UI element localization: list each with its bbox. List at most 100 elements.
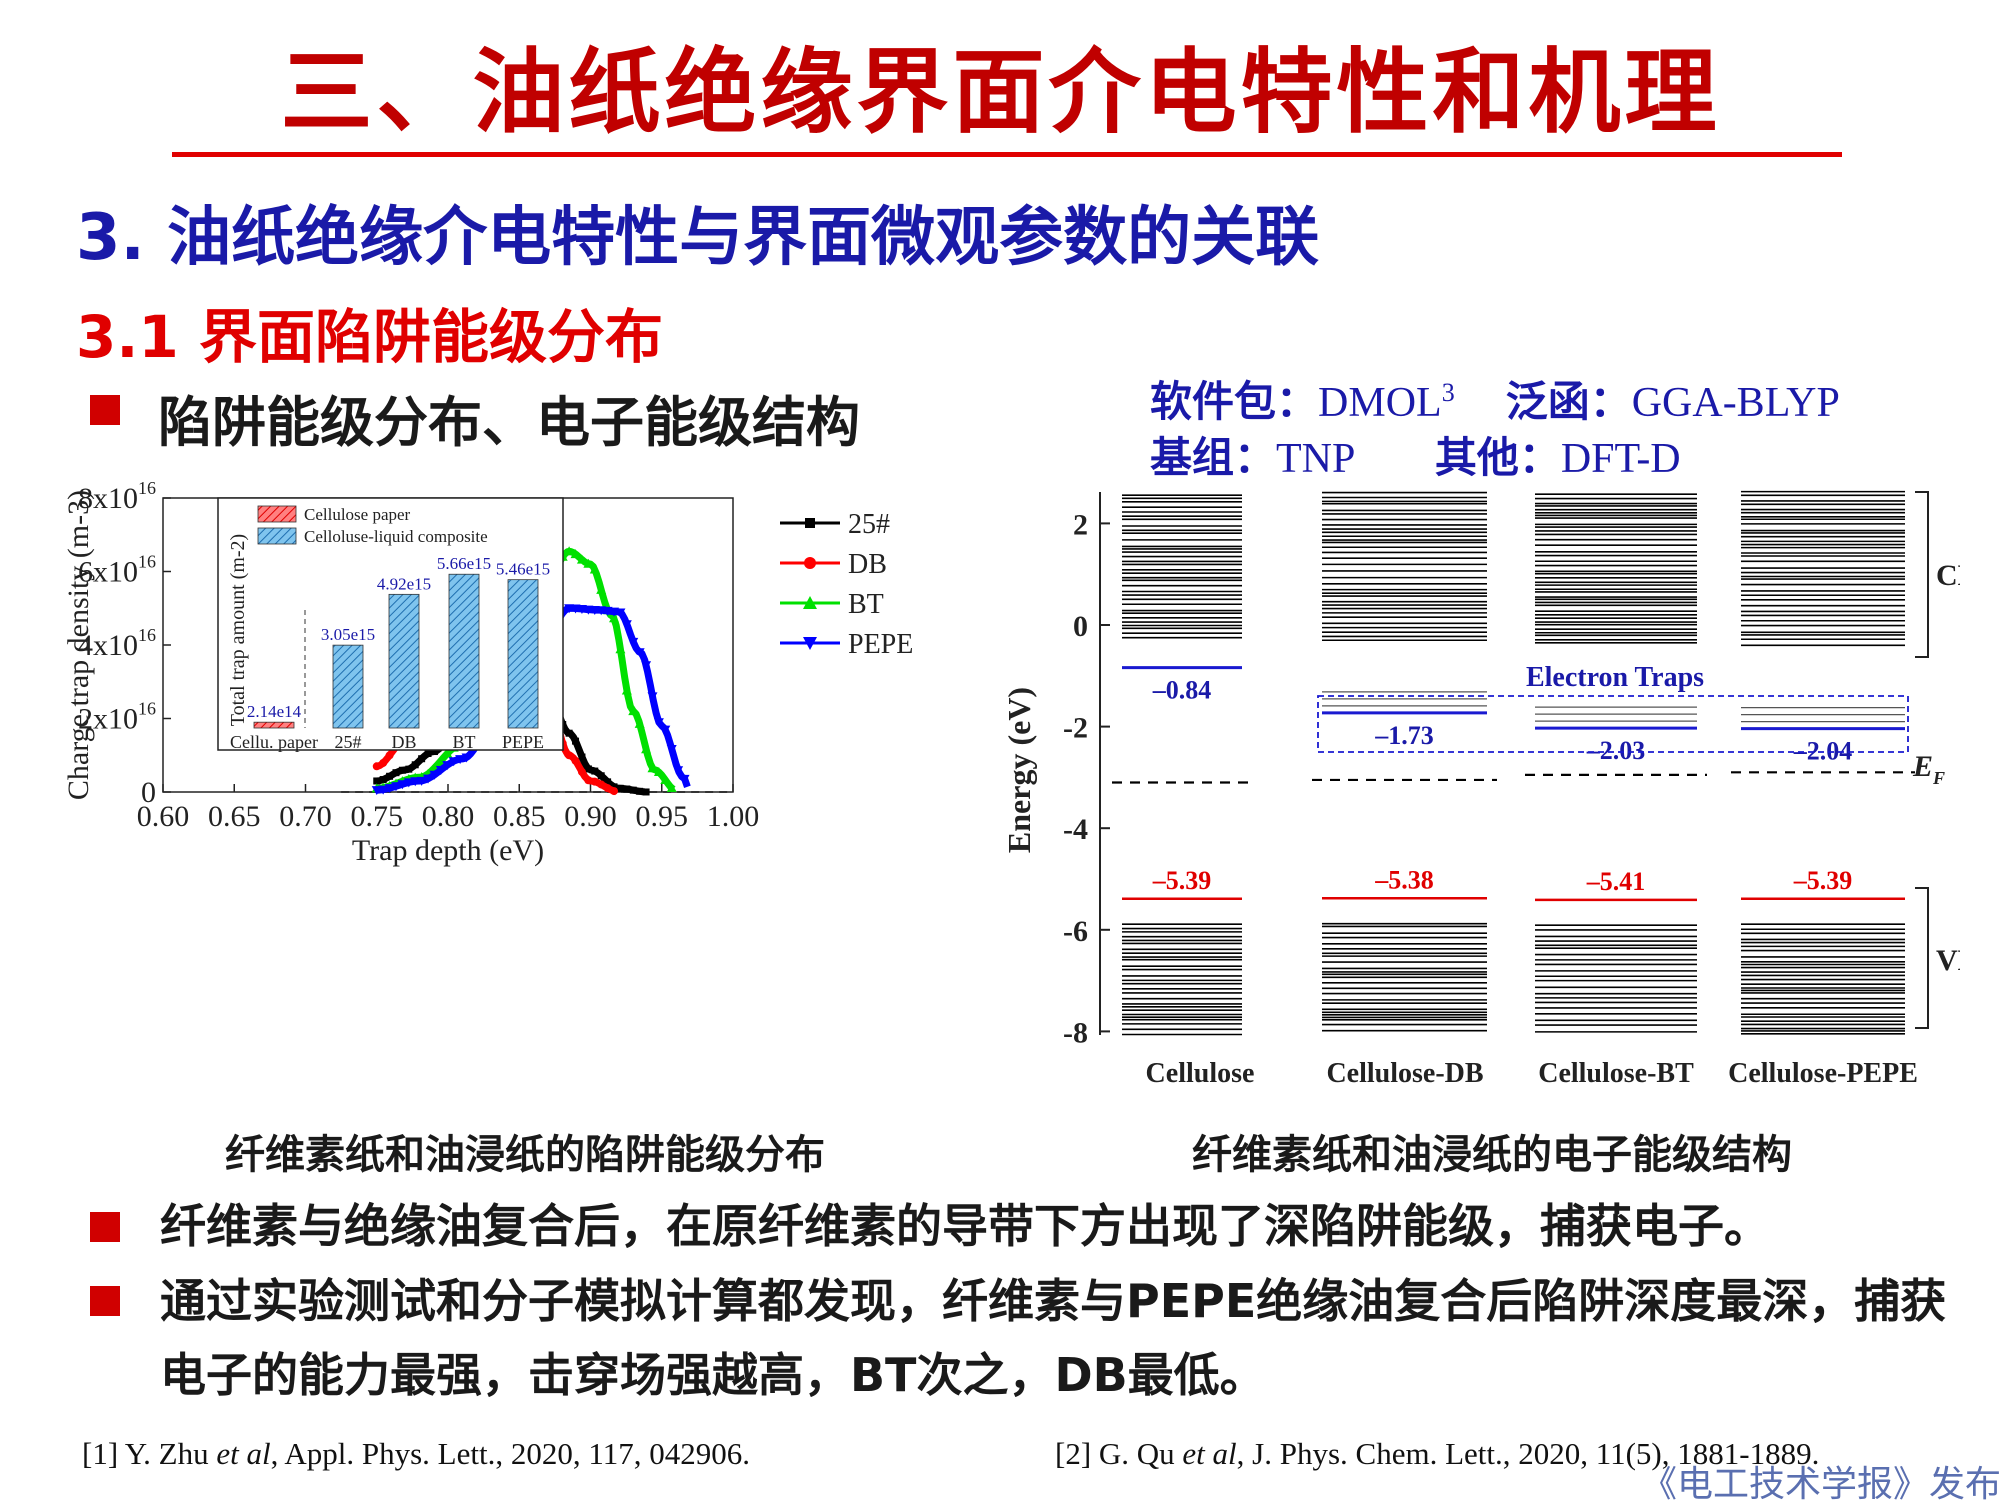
data-point (410, 777, 421, 787)
data-point (621, 685, 632, 695)
inset-y-axis-label: Total trap amount (m-2) (227, 534, 249, 726)
data-point (397, 780, 408, 790)
category-label: Cellulose-DB (1326, 1058, 1483, 1089)
data-point (591, 767, 599, 775)
watermark: 《电工技术学报》发布 (1640, 1464, 2001, 1505)
data-point (604, 778, 612, 786)
inset-bar (332, 644, 364, 729)
bullet-square-icon (90, 395, 120, 425)
data-point (392, 769, 400, 777)
ef-label: EF (1912, 750, 1945, 788)
x-tick-label: 0.80 (422, 800, 475, 833)
data-point (641, 744, 652, 754)
legend-label: BT (848, 589, 884, 620)
y-tick-sup: 16 (138, 552, 156, 572)
bullet-text-2: 通过实验测试和分子模拟计算都发现，纤维素与PEPE绝缘油复合后陷阱深度最深，捕获… (160, 1274, 1947, 1402)
data-point (642, 788, 650, 796)
ef-sub: F (1932, 768, 1945, 788)
inset-category-label: Cellu. paper (230, 732, 318, 752)
y-tick-label: 0 (1073, 610, 1088, 643)
data-point (405, 765, 413, 773)
data-point (621, 620, 632, 630)
data-point (411, 761, 419, 769)
data-point (398, 766, 406, 774)
reference-1-etal: et al (216, 1436, 271, 1471)
data-point (597, 772, 605, 780)
reference-2-source: , J. Phys. Chem. Lett., 2020, 11(5), 188… (1236, 1436, 1820, 1471)
inset-bar-value: 3.05e15 (321, 625, 375, 644)
data-point (435, 765, 446, 775)
electron-traps-label: Electron Traps (1526, 662, 1704, 693)
section-heading: 3. 油纸绝缘介电特性与界面微观参数的关联 (76, 201, 1320, 275)
vb-top-label: –5.39 (1152, 866, 1212, 895)
vb-label: VB (1936, 944, 1960, 977)
inset-bar (388, 593, 420, 729)
data-point (660, 775, 671, 785)
data-point (647, 763, 658, 773)
inset-legend-swatch (257, 527, 297, 545)
inset-legend-label: Cellulose paper (304, 505, 411, 524)
x-tick-label: 0.95 (636, 800, 689, 833)
inset-bar (448, 573, 480, 729)
cb-label: CB (1936, 559, 1960, 592)
data-point (628, 706, 639, 716)
x-tick-label: 1.00 (707, 800, 760, 833)
inset-category-label: BT (452, 732, 475, 752)
data-point (570, 549, 581, 559)
data-point (673, 766, 684, 776)
legend-label: DB (848, 549, 887, 580)
cb-bracket (1915, 491, 1929, 658)
data-point (616, 784, 624, 792)
data-point (615, 644, 626, 654)
data-point (373, 777, 381, 785)
legend-label: 25# (848, 509, 890, 540)
data-point (386, 772, 394, 780)
data-point (423, 774, 434, 784)
data-point (565, 729, 573, 737)
y-tick-label: -2 (1063, 712, 1088, 745)
data-point (634, 648, 645, 658)
data-point (442, 761, 453, 771)
inset-category-label: DB (391, 732, 416, 752)
data-point (572, 737, 580, 745)
data-point (641, 661, 652, 671)
data-point (653, 718, 664, 728)
x-axis-label: Trap depth (eV) (352, 834, 544, 867)
data-point (636, 787, 644, 795)
reference-1-authors: [1] Y. Zhu (82, 1436, 217, 1471)
legend-marker (804, 557, 816, 569)
inset-bar-value: 5.46e15 (496, 560, 550, 579)
data-point (584, 776, 593, 785)
inset-legend-swatch (257, 505, 297, 523)
data-point (596, 584, 607, 594)
data-point (610, 783, 618, 791)
trap-label: –2.03 (1586, 736, 1646, 765)
data-point (634, 718, 645, 728)
data-point (628, 637, 639, 647)
data-point (571, 756, 580, 765)
software-other-label: 其他： (1434, 433, 1561, 482)
data-point (442, 748, 453, 758)
data-point (390, 782, 401, 792)
legend-marker (803, 637, 817, 650)
data-point (429, 770, 440, 780)
x-tick-label: 0.65 (208, 800, 261, 833)
data-point (372, 762, 381, 771)
data-point (629, 786, 637, 794)
y-tick-label: 0 (141, 776, 156, 809)
software-pkg-label: 软件包： (1150, 377, 1319, 426)
data-point (609, 613, 620, 623)
data-point (461, 753, 472, 763)
data-point (378, 785, 389, 795)
trap-density-chart: 0.60 0.65 0.70 0.75 0.80 0.85 0.90 0.95 1.0002x1… (62, 478, 913, 867)
inset-bar-value: 5.66e15 (437, 554, 491, 573)
y-tick-label: -8 (1063, 1016, 1088, 1049)
legend-label: PEPE (848, 629, 913, 660)
left-figure-caption: 纤维素纸和油浸纸的陷阱能级分布 (225, 1132, 825, 1178)
electron-traps-box (1317, 695, 1909, 753)
data-point (623, 785, 631, 793)
data-point (647, 692, 658, 702)
inset-bar (507, 579, 539, 729)
data-point (584, 765, 592, 773)
category-label: Cellulose (1146, 1058, 1255, 1089)
